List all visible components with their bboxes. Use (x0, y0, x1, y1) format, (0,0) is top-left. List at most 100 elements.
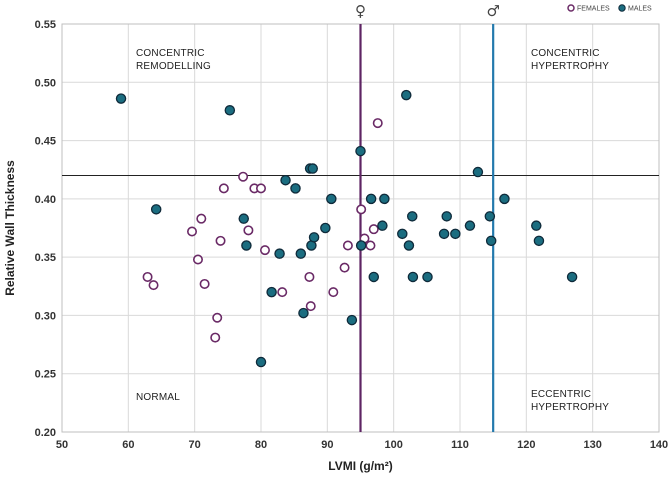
y-tick-label: 0.40 (35, 194, 56, 206)
female-data-point (372, 118, 383, 129)
quadrant-label: ECCENTRIC (531, 389, 591, 400)
male-data-point (326, 193, 337, 205)
male-symbol-icon: ♂ (486, 2, 499, 20)
quadrant-label: HYPERTROPHY (531, 402, 609, 413)
female-data-point (328, 287, 339, 298)
male-data-point (295, 248, 307, 259)
female-data-point (255, 183, 266, 194)
x-tick-label: 50 (56, 439, 68, 451)
male-data-point (438, 228, 450, 240)
female-data-point (305, 301, 316, 312)
quadrant-label: CONCENTRIC (531, 48, 600, 59)
male-data-point (377, 220, 388, 231)
male-data-point (406, 211, 418, 222)
male-data-point (397, 228, 408, 240)
female-data-point (243, 225, 254, 236)
female-data-point (199, 278, 210, 289)
male-data-point (499, 193, 510, 205)
male-data-point (290, 183, 301, 194)
female-data-point (304, 271, 315, 282)
male-data-point (365, 193, 377, 205)
legend-males-marker (618, 4, 626, 12)
female-data-point (210, 332, 221, 343)
male-data-point (484, 211, 496, 222)
data-points (115, 89, 578, 368)
male-data-point (298, 307, 309, 319)
y-tick-label: 0.35 (35, 252, 56, 264)
male-data-point (531, 220, 542, 231)
female-data-point (218, 183, 229, 194)
male-data-point (464, 220, 476, 231)
male-data-point (115, 93, 127, 104)
legend-females-label: FEMALES (577, 6, 610, 13)
male-data-point (274, 248, 285, 259)
male-data-point (255, 356, 267, 368)
y-tick-label: 0.30 (35, 310, 56, 322)
male-data-point (379, 193, 390, 205)
male-data-point (150, 204, 162, 215)
female-data-point (142, 271, 153, 282)
male-data-point (308, 232, 320, 243)
male-data-point (407, 271, 419, 283)
male-data-point (566, 271, 578, 283)
x-tick-label: 110 (451, 439, 469, 451)
x-tick-label: 140 (650, 439, 668, 451)
male-data-point (355, 240, 367, 251)
male-data-point (533, 235, 545, 247)
quadrant-label: REMODELLING (136, 61, 211, 72)
female-symbol-icon: ♀ (355, 2, 366, 20)
female-data-point (365, 240, 376, 251)
x-tick-labels: 50 60 70 80 90 100 110 120 130 140 (56, 439, 668, 451)
male-data-point (320, 222, 331, 234)
x-tick-label: 80 (255, 439, 267, 451)
quadrant-label: NORMAL (136, 392, 180, 403)
female-data-point (277, 287, 288, 298)
y-tick-label: 0.20 (35, 427, 56, 439)
quadrant-label: CONCENTRIC (136, 48, 205, 59)
male-data-point (368, 271, 380, 283)
female-data-point (192, 254, 203, 265)
female-data-point (368, 224, 379, 235)
y-tick-label: 0.45 (35, 136, 56, 148)
male-data-point (441, 211, 452, 222)
reference-lines: ♀ ♂ (62, 2, 659, 432)
y-tick-labels: 0.20 0.25 0.30 0.35 0.40 0.45 0.50 0.55 (35, 19, 56, 439)
male-data-point (266, 286, 277, 298)
legend: FEMALES MALES (567, 4, 652, 13)
male-data-point (280, 174, 291, 186)
male-data-point (355, 145, 366, 157)
quadrant-labels: CONCENTRIC REMODELLING CONCENTRIC HYPERTROP… (136, 48, 609, 413)
female-data-point (238, 171, 249, 182)
y-tick-label: 0.25 (35, 369, 56, 381)
y-tick-label: 0.50 (35, 77, 56, 89)
male-data-point (403, 240, 415, 251)
female-data-point (212, 312, 223, 323)
x-tick-label: 70 (189, 439, 201, 451)
male-data-point (224, 105, 236, 116)
legend-females-marker (567, 4, 575, 12)
male-data-point (485, 235, 497, 247)
female-data-point (259, 245, 270, 256)
female-data-point (148, 280, 159, 291)
female-data-point (342, 240, 353, 251)
male-data-point (401, 89, 412, 101)
legend-males-label: MALES (628, 6, 652, 13)
male-data-point (238, 213, 250, 224)
female-data-point (356, 204, 367, 215)
x-tick-label: 100 (384, 439, 402, 451)
female-data-point (215, 235, 226, 246)
female-data-point (339, 262, 350, 273)
male-data-point (241, 240, 252, 251)
male-data-point (346, 314, 358, 326)
x-axis-title: LVMI (g/m²) (328, 459, 392, 473)
male-data-point (422, 271, 433, 283)
x-tick-label: 120 (517, 439, 535, 451)
male-data-point (472, 166, 484, 178)
female-data-point (196, 213, 207, 224)
x-tick-label: 60 (122, 439, 134, 451)
male-data-point (450, 228, 461, 240)
x-tick-label: 90 (321, 439, 333, 451)
male-data-point (307, 163, 318, 174)
quadrant-label: HYPERTROPHY (531, 61, 609, 72)
